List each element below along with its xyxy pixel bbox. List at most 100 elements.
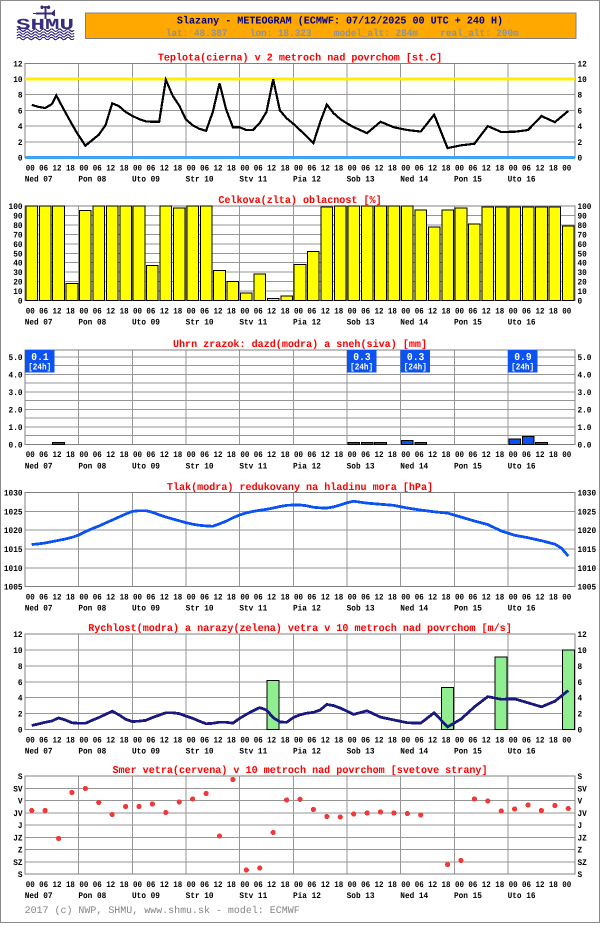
svg-text:00: 00 [348,163,357,173]
svg-text:Stv 11: Stv 11 [239,891,267,901]
svg-text:2: 2 [578,138,583,148]
svg-text:[24h]: [24h] [28,363,51,373]
svg-text:06: 06 [200,735,209,745]
svg-text:50: 50 [578,249,587,259]
svg-text:06: 06 [39,306,48,316]
svg-text:06: 06 [415,592,424,602]
svg-text:Uto 16: Uto 16 [508,175,536,185]
svg-text:00: 00 [455,306,464,316]
svg-text:Pon 15: Pon 15 [454,747,482,757]
svg-text:Z: Z [18,846,23,856]
svg-text:00: 00 [509,306,518,316]
svg-text:06: 06 [307,592,316,602]
svg-text:12: 12 [160,592,169,602]
svg-text:12: 12 [106,880,115,890]
svg-text:12: 12 [53,306,62,316]
svg-text:Uto 16: Uto 16 [508,891,536,901]
svg-text:12: 12 [214,880,223,890]
svg-text:06: 06 [522,450,531,460]
svg-text:Sob 13: Sob 13 [347,747,375,757]
svg-text:100: 100 [9,202,23,212]
svg-text:18: 18 [334,450,343,460]
svg-text:Pon 08: Pon 08 [78,747,106,757]
svg-text:00: 00 [26,880,35,890]
svg-text:0: 0 [18,726,23,736]
svg-text:Pia 12: Pia 12 [293,175,321,185]
svg-text:18: 18 [66,735,75,745]
svg-text:Ned 07: Ned 07 [25,604,53,614]
svg-text:8: 8 [18,662,23,672]
svg-text:1030: 1030 [578,489,597,499]
svg-text:00: 00 [401,450,410,460]
svg-text:06: 06 [146,450,155,460]
svg-text:06: 06 [146,735,155,745]
svg-text:Stv 11: Stv 11 [239,175,267,185]
svg-text:Uto 09: Uto 09 [132,175,160,185]
svg-text:18: 18 [388,592,397,602]
svg-text:12: 12 [535,880,544,890]
svg-text:JV: JV [13,809,23,819]
svg-text:12: 12 [160,880,169,890]
svg-text:06: 06 [200,592,209,602]
svg-text:1030: 1030 [4,489,23,499]
svg-text:S: S [578,870,583,880]
svg-text:1.0: 1.0 [9,423,23,433]
svg-text:12: 12 [321,735,330,745]
svg-text:0.9: 0.9 [514,352,531,364]
svg-text:1025: 1025 [578,507,597,517]
svg-text:06: 06 [307,163,316,173]
svg-text:12: 12 [535,163,544,173]
svg-text:Uto 09: Uto 09 [132,461,160,471]
svg-text:00: 00 [79,735,88,745]
svg-text:12: 12 [160,735,169,745]
svg-text:2: 2 [18,138,23,148]
svg-text:12: 12 [321,163,330,173]
svg-text:00: 00 [187,450,196,460]
svg-text:00: 00 [562,306,571,316]
svg-text:1015: 1015 [578,545,597,555]
svg-text:10: 10 [13,75,22,85]
svg-text:Pon 08: Pon 08 [78,175,106,185]
svg-text:12: 12 [106,592,115,602]
svg-text:06: 06 [307,450,316,460]
svg-text:90: 90 [13,211,22,221]
svg-text:2: 2 [578,710,583,720]
svg-text:1005: 1005 [4,583,23,593]
svg-text:JZ: JZ [13,833,22,843]
svg-text:Pon 08: Pon 08 [78,891,106,901]
svg-text:00: 00 [187,163,196,173]
svg-text:06: 06 [307,880,316,890]
svg-text:Pon 08: Pon 08 [78,318,106,328]
svg-text:18: 18 [442,450,451,460]
svg-text:18: 18 [281,735,290,745]
svg-text:06: 06 [39,163,48,173]
svg-text:06: 06 [93,880,102,890]
svg-text:06: 06 [415,163,424,173]
svg-text:00: 00 [133,163,142,173]
svg-text:Ned 14: Ned 14 [400,604,428,614]
svg-text:6: 6 [18,106,23,116]
svg-text:Uto 09: Uto 09 [132,747,160,757]
svg-text:12: 12 [53,450,62,460]
svg-text:00: 00 [509,163,518,173]
svg-text:18: 18 [495,450,504,460]
svg-text:18: 18 [120,592,129,602]
svg-text:06: 06 [307,306,316,316]
svg-text:00: 00 [509,735,518,745]
svg-text:100: 100 [578,202,592,212]
svg-text:12: 12 [267,306,276,316]
svg-text:18: 18 [334,592,343,602]
svg-text:1.0: 1.0 [578,423,592,433]
svg-text:06: 06 [146,306,155,316]
svg-text:12: 12 [482,735,491,745]
svg-text:12: 12 [321,450,330,460]
svg-text:Sob 13: Sob 13 [347,318,375,328]
svg-text:18: 18 [281,450,290,460]
svg-text:18: 18 [549,592,558,602]
svg-text:12: 12 [374,592,383,602]
svg-text:18: 18 [334,163,343,173]
svg-text:SV: SV [13,784,23,794]
svg-text:12: 12 [267,450,276,460]
svg-text:06: 06 [93,735,102,745]
svg-text:18: 18 [495,880,504,890]
